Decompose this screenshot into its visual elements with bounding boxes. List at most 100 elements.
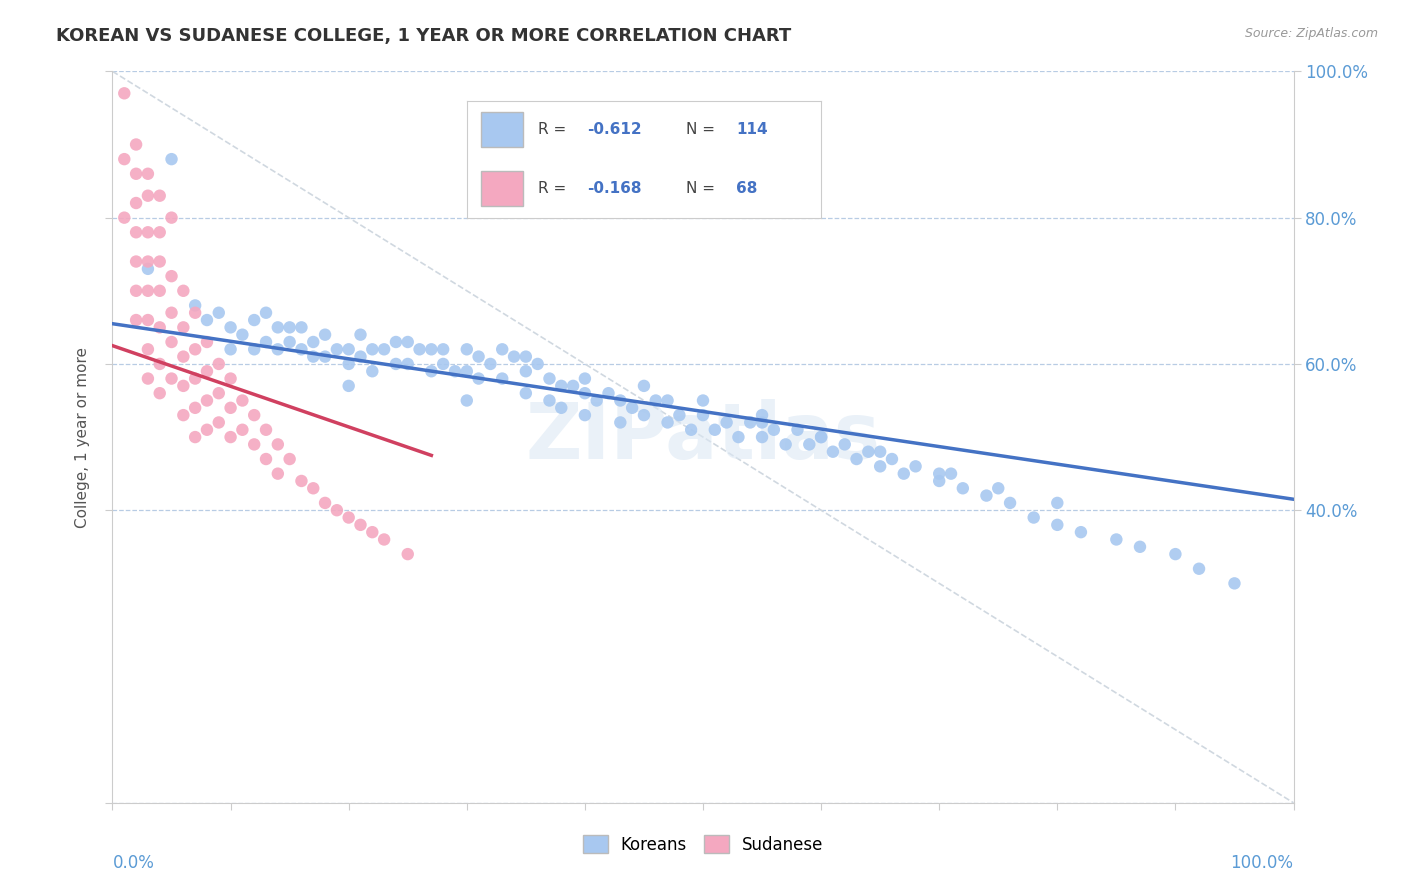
Point [219,401,242,415]
Point [149,320,172,334]
Point [904,459,927,474]
Point [633,379,655,393]
Point [928,467,950,481]
Point [337,357,360,371]
Point [432,343,454,357]
Point [1188,562,1211,576]
Point [112,152,135,166]
Point [598,386,620,401]
Point [396,547,419,561]
Point [810,430,832,444]
Point [633,408,655,422]
Point [254,423,277,437]
Point [125,196,148,211]
Point [657,416,679,430]
Point [420,343,443,357]
Point [243,408,266,422]
Text: ZIPatlas: ZIPatlas [526,399,880,475]
Point [1022,510,1045,524]
Point [515,350,537,364]
Point [160,306,183,320]
Point [302,481,325,495]
Point [149,284,172,298]
Point [112,211,135,225]
Point [420,364,443,378]
Point [278,334,301,349]
Point [456,343,478,357]
Point [290,343,312,357]
Point [149,225,172,239]
Point [160,211,183,225]
Point [195,364,218,378]
Point [125,254,148,268]
Point [515,386,537,401]
Point [125,313,148,327]
Point [136,261,159,276]
Point [621,401,644,415]
Point [195,313,218,327]
Point [810,430,832,444]
Point [172,350,194,364]
Point [727,430,749,444]
Point [314,496,336,510]
Point [195,393,218,408]
Point [821,444,844,458]
Point [987,481,1010,495]
Point [184,401,207,415]
Point [172,379,194,393]
Point [208,386,231,401]
Point [302,334,325,349]
Point [703,423,725,437]
Point [491,343,513,357]
Point [432,357,454,371]
Point [290,320,312,334]
Point [184,430,207,444]
Point [149,254,172,268]
Point [172,408,194,422]
Point [467,371,489,385]
Point [939,467,962,481]
Point [278,320,301,334]
Point [644,393,666,408]
Point [456,393,478,408]
Point [515,364,537,378]
Point [184,306,207,320]
Point [136,254,159,268]
Point [373,533,395,547]
Point [361,343,384,357]
Point [1129,540,1152,554]
Point [869,444,891,458]
Point [326,503,349,517]
Point [219,371,242,385]
Point [278,452,301,467]
Point [503,350,526,364]
Point [408,343,430,357]
Point [538,371,561,385]
Point [751,408,773,422]
Point [692,408,714,422]
Point [125,137,148,152]
Point [657,393,679,408]
Point [337,343,360,357]
Point [681,423,703,437]
Point [172,284,194,298]
Point [456,364,478,378]
Point [845,452,868,467]
Point [444,364,467,378]
Point [998,496,1021,510]
Point [668,408,690,422]
Point [385,357,408,371]
Point [243,343,266,357]
Point [928,474,950,488]
Point [243,313,266,327]
Point [762,423,785,437]
Point [112,87,135,101]
Point [243,437,266,451]
Point [125,284,148,298]
Point [160,269,183,284]
Point [290,474,312,488]
Text: 100.0%: 100.0% [1230,854,1294,872]
Point [195,423,218,437]
Point [136,313,159,327]
Point [574,408,596,422]
